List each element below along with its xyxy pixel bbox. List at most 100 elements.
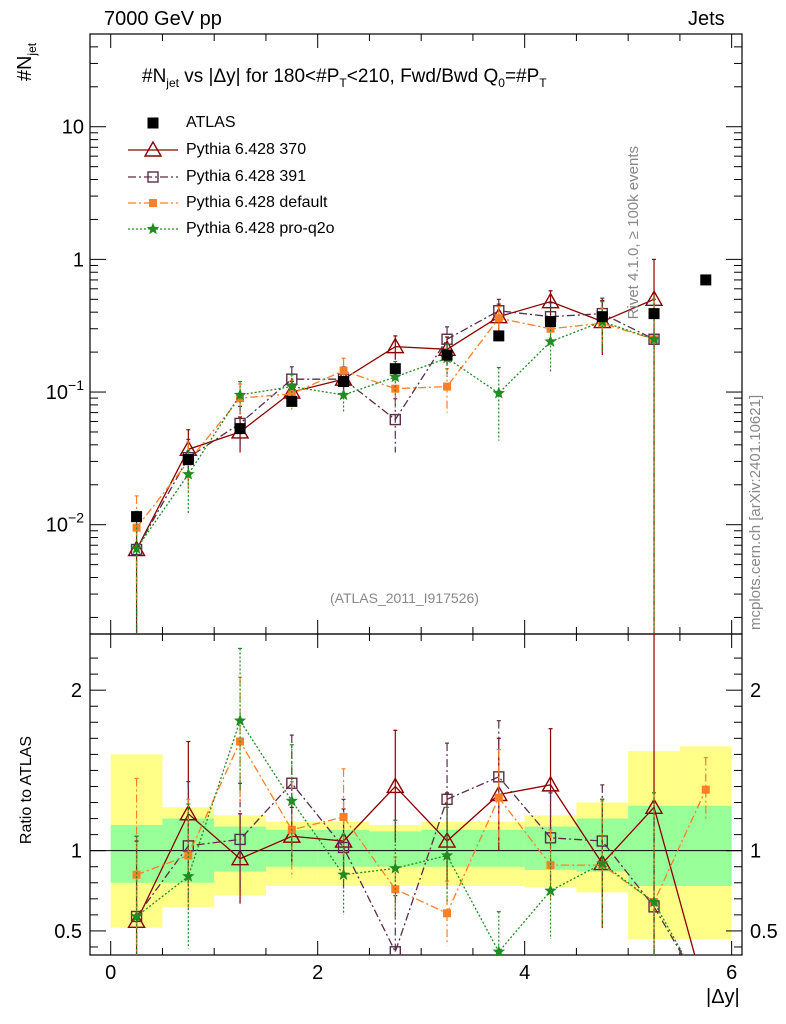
ratio-line-p391 [136,776,684,955]
ratio-y-tick-label: 0.5 [54,921,82,943]
plot-title: #Njet vs |Δy| for 180<#PT<210, Fwd/Bwd Q… [142,66,547,90]
main-point-atlas [182,454,194,466]
main-point-pdefault [546,324,555,333]
y-tick-label: 1 [73,249,84,271]
main-point-atlas [493,330,505,342]
y-tick-label: 10 [62,117,84,139]
main-point-pq2o [647,332,661,345]
ratio-point-p370 [386,777,405,794]
ratio-point-pq2o [596,857,609,869]
x-tick-label: 0 [105,962,116,984]
ratio-point-pq2o [285,794,298,807]
x-tick-label: 6 [726,962,737,984]
y-tick-label: 10−1 [46,377,84,404]
ratio-point-pdefault [184,851,193,860]
main-point-atlas [545,316,557,328]
ratio-point-pq2o [647,895,661,908]
legend [128,117,178,235]
rivet-label: Rivet 4.1.0, ≥ 100k events [625,146,642,320]
ratio-line-p370 [135,784,696,955]
main-point-pq2o [389,370,402,383]
main-series-atlas [131,274,712,523]
legend-label-p370: Pythia 6.428 370 [186,141,307,158]
ratio-point-pq2o [544,884,557,897]
main-point-atlas [700,274,712,286]
legend-label-pq2o: Pythia 6.428 pro-q2o [186,220,335,237]
ratio-y-tick-label-right: 0.5 [750,921,778,943]
main-point-atlas [286,395,298,407]
ratio-series-pq2o [130,647,685,955]
main-point-p391 [389,413,402,426]
ratio-point-pq2o [182,869,195,882]
y-axis-label: #Njet [14,42,39,82]
y-tick-base: 10 [46,382,68,404]
x-tick-label: 4 [519,962,530,984]
main-point-atlas [441,349,453,361]
ratio-bands [110,746,732,939]
band-green [679,805,732,886]
x-tick-label: 2 [312,962,323,984]
ratio-point-pq2o [337,868,350,880]
ratio-point-pq2o [440,849,454,861]
main-point-pdefault [287,389,296,398]
y-tick-base: 10 [46,515,68,537]
header-left: 7000 GeV pp [104,8,222,30]
main-point-pdefault [391,384,400,393]
main-point-pq2o [544,335,557,347]
ratio-point-pdefault [546,861,555,870]
legend-marker-pdefault [149,199,157,207]
ratio-frame [89,633,743,956]
ratio-point-pdefault [132,870,141,879]
main-point-atlas [234,423,246,435]
y-tick-exp: −2 [68,510,84,526]
ratio-y-tick-label: 2 [71,680,82,702]
ratio-point-pq2o [389,861,402,874]
ratio-y-tick-label: 1 [71,841,82,863]
y-tick-exp: −1 [68,377,84,393]
main-point-atlas [648,308,660,320]
x-axis-label: |Δy| [706,986,740,1008]
header-right: Jets [688,8,725,30]
ratio-y-label: Ratio to ATLAS [18,735,35,845]
ratio-y-tick-label-right: 1 [750,841,761,863]
main-point-pq2o [285,380,298,392]
ratio-point-pq2o [492,945,505,955]
main-point-atlas [131,511,143,523]
main-point-atlas [596,311,608,323]
legend-label-pdefault: Pythia 6.428 default [186,194,328,211]
main-point-pdefault [339,366,348,375]
ratio-point-pq2o [130,910,143,922]
legend-label-atlas: ATLAS [186,114,236,131]
legend-label-p391: Pythia 6.428 391 [186,168,307,185]
legend-marker-p370 [143,140,163,157]
ratio-point-pdefault [701,785,710,794]
ratio-line-pq2o [136,719,685,955]
main-point-p370 [386,337,405,354]
main-point-pq2o [492,386,505,399]
legend-marker-p391 [147,171,159,183]
mcplots-text: mcplots.cern.ch [arXiv:2401.10621] [747,394,764,630]
ratio-point-pq2o [233,714,247,726]
watermark: (ATLAS_2011_I917526) [330,590,479,606]
main-point-pq2o [130,542,143,554]
main-point-pq2o [182,467,195,480]
main-point-pq2o [337,388,350,401]
legend-marker-atlas [147,117,159,129]
ratio-y-tick-label-right: 2 [750,680,761,702]
ratio-point-p391 [234,833,246,846]
ratio-point-pdefault [339,812,348,821]
main-point-atlas [389,363,401,375]
mcplots-label: mcplots.cern.ch [arXiv:2401.10621] [747,330,786,630]
ratio-point-pdefault [443,909,452,918]
main-point-pdefault [443,382,452,391]
y-tick-label: 10−2 [46,510,84,537]
ratio-point-p391 [441,793,453,806]
ratio-point-p370 [541,775,560,792]
ratio-line-pdefault [136,740,707,915]
legend-marker-pq2o [146,222,160,235]
main-point-atlas [338,376,350,388]
main-point-pq2o [233,388,247,401]
ratio-point-p391 [389,946,402,955]
main-point-pdefault [494,314,503,323]
